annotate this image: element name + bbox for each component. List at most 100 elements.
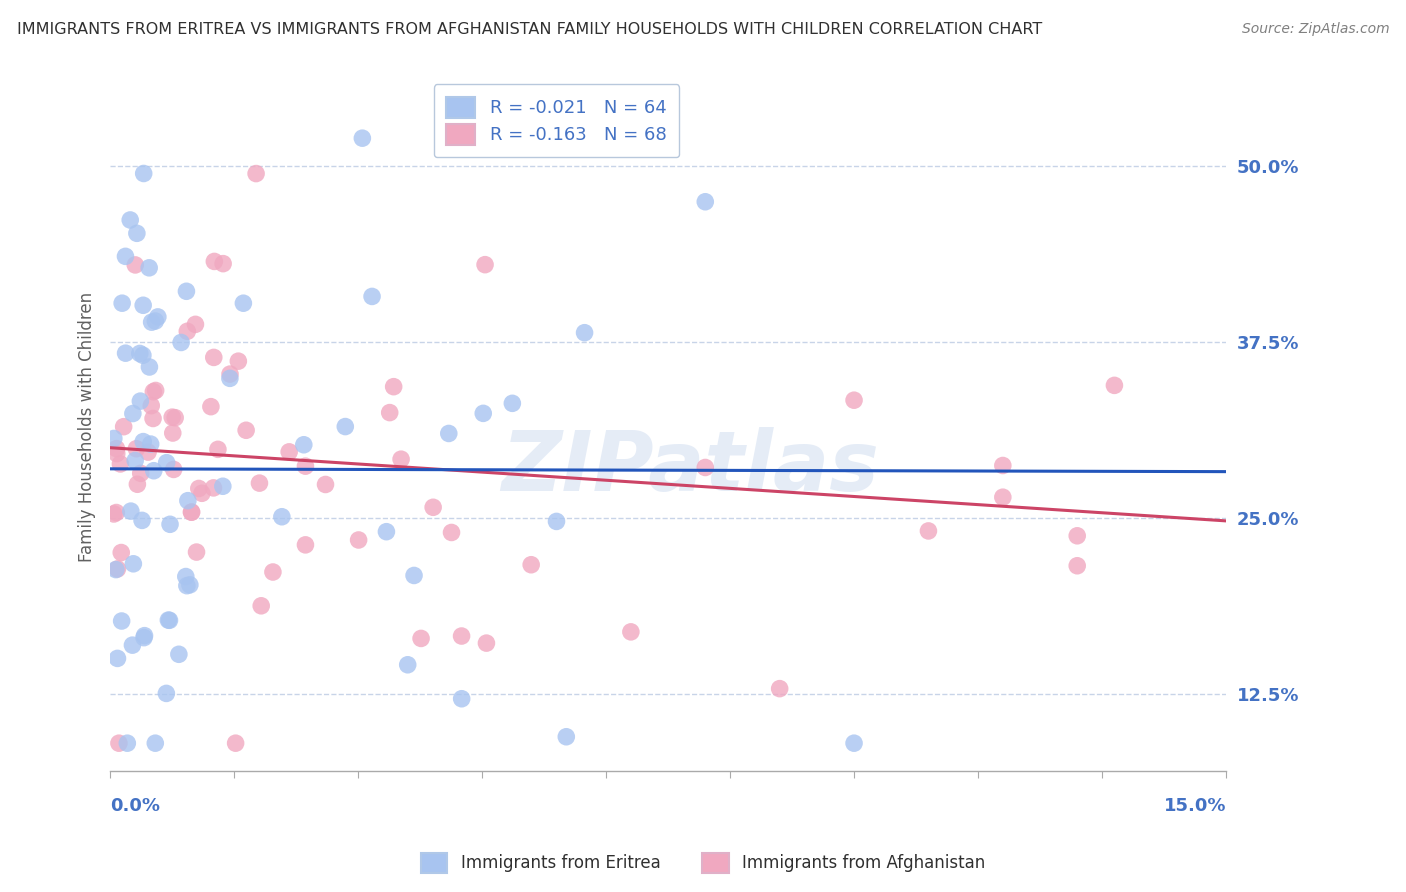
Point <box>138 359 160 374</box>
Point <box>145 384 167 398</box>
Point <box>202 254 225 268</box>
Text: 0.0%: 0.0% <box>110 797 160 814</box>
Point <box>127 477 149 491</box>
Point <box>159 613 181 627</box>
Point <box>162 425 184 440</box>
Point <box>141 399 163 413</box>
Point <box>160 410 183 425</box>
Point <box>110 457 132 471</box>
Point <box>125 442 148 456</box>
Point <box>555 730 578 744</box>
Point <box>180 505 202 519</box>
Point <box>129 394 152 409</box>
Point <box>219 371 242 385</box>
Point <box>315 477 337 491</box>
Point <box>235 423 257 437</box>
Point <box>105 442 128 456</box>
Point <box>107 651 129 665</box>
Point <box>437 426 460 441</box>
Point <box>136 445 159 459</box>
Point <box>111 614 134 628</box>
Point <box>132 631 155 645</box>
Point <box>170 335 193 350</box>
Point <box>262 565 284 579</box>
Point <box>132 166 155 180</box>
Point <box>232 296 254 310</box>
Text: Source: ZipAtlas.com: Source: ZipAtlas.com <box>1241 22 1389 37</box>
Point <box>124 258 146 272</box>
Point <box>142 384 165 399</box>
Point <box>176 579 198 593</box>
Point <box>207 442 229 457</box>
Legend: R = -0.021   N = 64, R = -0.163   N = 68: R = -0.021 N = 64, R = -0.163 N = 68 <box>434 84 679 157</box>
Point <box>202 351 225 365</box>
Point <box>228 354 250 368</box>
Point <box>114 249 136 263</box>
Point <box>163 462 186 476</box>
Point <box>128 346 150 360</box>
Point <box>142 411 165 425</box>
Point <box>120 504 142 518</box>
Point <box>176 324 198 338</box>
Point <box>574 326 596 340</box>
Point <box>450 691 472 706</box>
Point <box>191 486 214 500</box>
Point <box>1104 378 1126 392</box>
Point <box>211 479 233 493</box>
Point <box>842 736 865 750</box>
Point <box>120 213 142 227</box>
Point <box>520 558 543 572</box>
Point <box>107 562 129 576</box>
Point <box>501 396 523 410</box>
Point <box>396 657 419 672</box>
Legend: Immigrants from Eritrea, Immigrants from Afghanistan: Immigrants from Eritrea, Immigrants from… <box>413 847 993 880</box>
Point <box>114 346 136 360</box>
Point <box>157 613 180 627</box>
Point <box>141 315 163 329</box>
Point <box>125 227 148 241</box>
Point <box>347 533 370 547</box>
Point <box>146 310 169 324</box>
Point <box>105 506 128 520</box>
Point <box>245 167 267 181</box>
Point <box>546 515 568 529</box>
Point <box>184 318 207 332</box>
Point <box>991 458 1014 473</box>
Point <box>382 379 405 393</box>
Point <box>409 632 432 646</box>
Point <box>105 447 128 461</box>
Point <box>202 481 225 495</box>
Point <box>219 367 242 381</box>
Point <box>138 260 160 275</box>
Point <box>200 400 222 414</box>
Point <box>472 406 495 420</box>
Point <box>174 569 197 583</box>
Point <box>212 257 235 271</box>
Point <box>186 545 208 559</box>
Point <box>132 434 155 449</box>
Point <box>122 557 145 571</box>
Point <box>177 493 200 508</box>
Point <box>143 736 166 750</box>
Point <box>842 393 865 408</box>
Point <box>1066 529 1088 543</box>
Point <box>378 406 401 420</box>
Point <box>695 460 717 475</box>
Point <box>129 467 152 481</box>
Point <box>121 638 143 652</box>
Point <box>111 296 134 310</box>
Point <box>278 445 301 459</box>
Point <box>179 578 201 592</box>
Point <box>103 507 125 521</box>
Point <box>103 432 125 446</box>
Point <box>389 452 412 467</box>
Point <box>142 464 165 478</box>
Point <box>155 686 177 700</box>
Point <box>335 419 357 434</box>
Point <box>375 524 398 539</box>
Point <box>159 517 181 532</box>
Point <box>143 314 166 328</box>
Point <box>187 482 209 496</box>
Point <box>402 568 425 582</box>
Point <box>122 407 145 421</box>
